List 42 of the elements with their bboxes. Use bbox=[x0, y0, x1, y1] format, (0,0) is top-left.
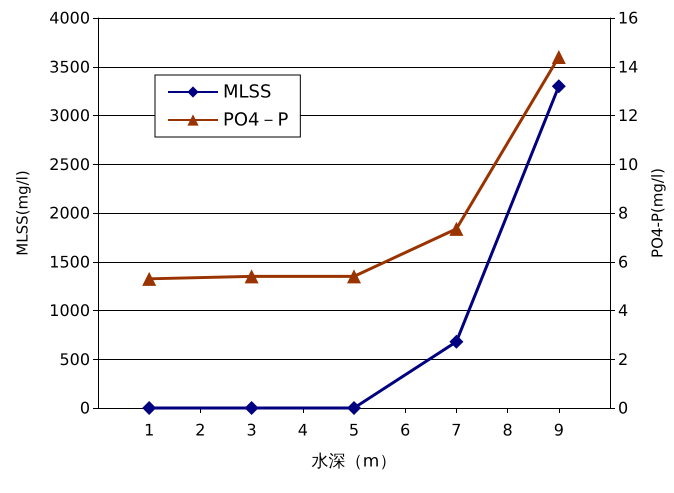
x-tick-label: 4 bbox=[298, 420, 308, 440]
y2-axis-title: PO4-P(mg/l) bbox=[648, 168, 666, 258]
y2-tick-label: 12 bbox=[618, 106, 638, 125]
x-tick-label: 5 bbox=[348, 420, 360, 440]
y-tick-label: 1000 bbox=[49, 301, 90, 320]
y-tick-label: 4000 bbox=[49, 8, 90, 28]
y-tick-label: 500 bbox=[59, 350, 90, 369]
y2-tick-label: 8 bbox=[618, 204, 628, 222]
y-axis-title: MLSS(mg/l) bbox=[14, 170, 32, 256]
y2-tick-label: 14 bbox=[618, 57, 638, 76]
y-tick-label: 0 bbox=[80, 398, 90, 418]
x-axis-title: 水深（m） bbox=[312, 452, 396, 472]
y-tick-label: 2500 bbox=[49, 154, 90, 174]
point bbox=[449, 222, 464, 236]
y-tick-label: 3000 bbox=[49, 106, 90, 125]
x-tick-label: 7 bbox=[451, 420, 462, 440]
point bbox=[449, 334, 464, 349]
x-tick-label: 3 bbox=[246, 420, 257, 440]
point bbox=[347, 401, 361, 415]
point bbox=[142, 401, 156, 415]
point bbox=[347, 269, 361, 284]
x-tick-label: 1 bbox=[144, 420, 154, 440]
point bbox=[552, 50, 566, 64]
y2-tick-label: 6 bbox=[618, 252, 628, 272]
y2-tick-label: 4 bbox=[618, 301, 628, 320]
y-tick-label: 3500 bbox=[49, 57, 90, 76]
point bbox=[244, 269, 259, 284]
point bbox=[244, 401, 259, 415]
x-tick-label: 9 bbox=[554, 420, 564, 440]
point bbox=[552, 79, 566, 94]
y2-tick-label: 16 bbox=[618, 8, 638, 28]
y-tick-label: 1500 bbox=[49, 252, 90, 272]
legend-label: PO4－P bbox=[223, 110, 288, 130]
y2-tick-label: 2 bbox=[618, 350, 628, 369]
legend-label: MLSS bbox=[223, 82, 272, 102]
x-tick-label: 6 bbox=[400, 420, 410, 440]
x-tick-label: 8 bbox=[502, 420, 513, 440]
y2-tick-label: 0 bbox=[618, 398, 628, 418]
y-tick-label: 2000 bbox=[49, 204, 90, 222]
x-tick-label: 2 bbox=[195, 420, 206, 440]
y2-tick-label: 10 bbox=[618, 154, 638, 174]
point bbox=[142, 272, 156, 286]
